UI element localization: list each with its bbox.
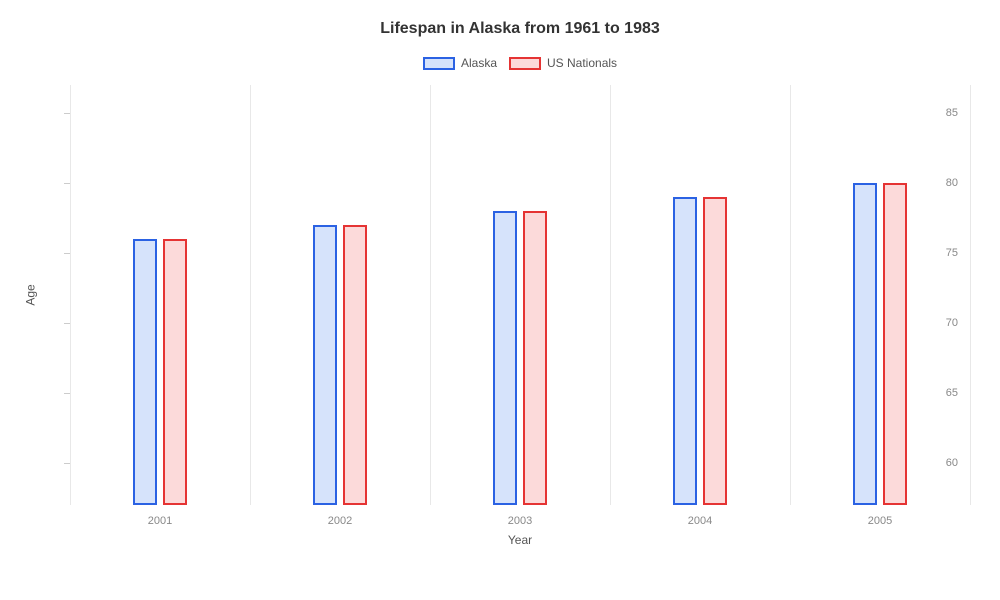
y-tick-mark <box>64 393 70 394</box>
x-tick-label: 2002 <box>328 515 352 527</box>
legend-swatch-us <box>509 57 541 70</box>
legend-item-us: US Nationals <box>509 56 617 70</box>
bar <box>523 211 547 505</box>
y-tick-label: 75 <box>946 247 958 259</box>
grid-line <box>250 85 251 505</box>
y-tick-mark <box>64 323 70 324</box>
y-tick-label: 85 <box>946 107 958 119</box>
y-tick-label: 70 <box>946 317 958 329</box>
y-tick-label: 80 <box>946 177 958 189</box>
y-tick-label: 65 <box>946 387 958 399</box>
bar <box>703 197 727 505</box>
bar <box>313 225 337 505</box>
plot-area: Age Year 6065707580852001200220032004200… <box>70 85 970 505</box>
grid-line <box>430 85 431 505</box>
bar <box>853 183 877 505</box>
bar <box>343 225 367 505</box>
chart-title: Lifespan in Alaska from 1961 to 1983 <box>70 20 970 38</box>
y-tick-mark <box>64 183 70 184</box>
y-axis-title: Age <box>24 284 38 305</box>
y-tick-mark <box>64 463 70 464</box>
y-axis-line <box>70 85 71 505</box>
x-tick-label: 2005 <box>868 515 892 527</box>
grid-line <box>970 85 971 505</box>
x-axis-title: Year <box>508 533 532 547</box>
x-tick-label: 2004 <box>688 515 712 527</box>
legend-label-alaska: Alaska <box>461 56 497 70</box>
grid-line <box>790 85 791 505</box>
y-tick-mark <box>64 113 70 114</box>
x-tick-label: 2001 <box>148 515 172 527</box>
bar <box>163 239 187 505</box>
y-tick-mark <box>64 253 70 254</box>
legend-label-us: US Nationals <box>547 56 617 70</box>
chart-container: Lifespan in Alaska from 1961 to 1983 Ala… <box>0 0 1000 600</box>
y-tick-label: 60 <box>946 457 958 469</box>
legend: Alaska US Nationals <box>70 56 970 70</box>
grid-line <box>610 85 611 505</box>
bar <box>133 239 157 505</box>
bar <box>673 197 697 505</box>
x-tick-label: 2003 <box>508 515 532 527</box>
legend-swatch-alaska <box>423 57 455 70</box>
bar <box>493 211 517 505</box>
legend-item-alaska: Alaska <box>423 56 497 70</box>
bar <box>883 183 907 505</box>
